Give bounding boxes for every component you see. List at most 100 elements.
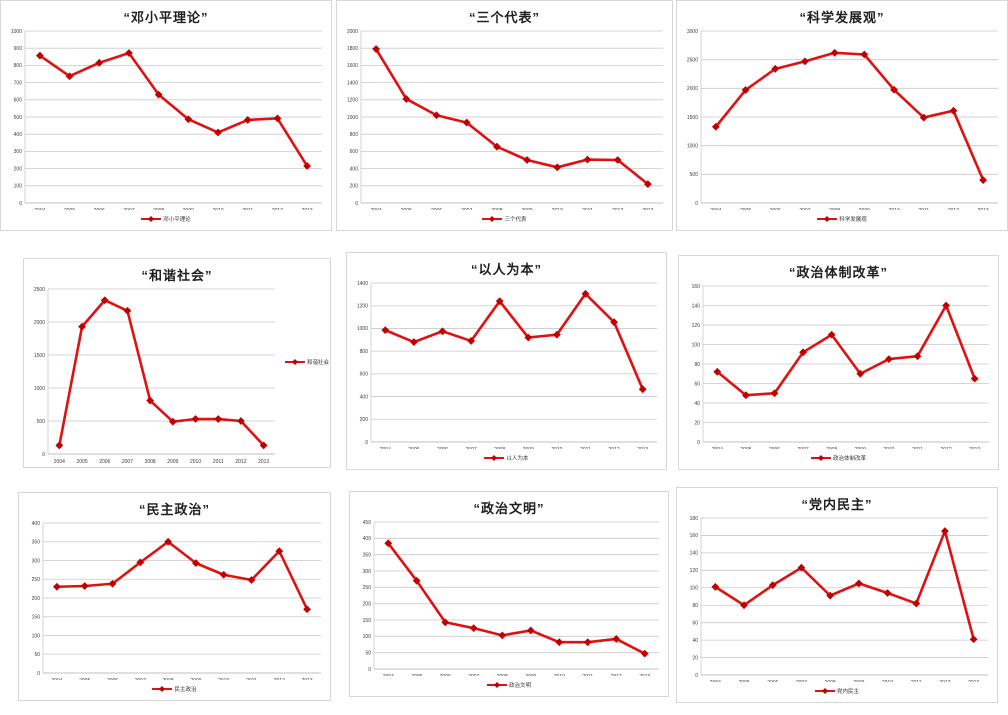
svg-text:40: 40 bbox=[692, 638, 698, 644]
svg-text:900: 900 bbox=[14, 46, 23, 52]
svg-text:0: 0 bbox=[695, 673, 698, 679]
svg-text:500: 500 bbox=[690, 172, 699, 178]
svg-text:2010: 2010 bbox=[882, 680, 893, 682]
line-chart: 0 20 40 60 80 100 120 140 160 2004 2005 2006 2007 200… bbox=[679, 281, 998, 449]
svg-text:2004: 2004 bbox=[371, 208, 382, 210]
svg-text:160: 160 bbox=[690, 533, 699, 539]
svg-text:200: 200 bbox=[363, 601, 372, 607]
chart-panel-democratic-politics: “民主政治” 0 50 100 150 200 250 300 350 400 2004 2005 2… bbox=[18, 492, 331, 701]
legend-label: 以人为本 bbox=[506, 456, 529, 462]
svg-text:400: 400 bbox=[14, 132, 23, 138]
chart-panel-scientific-development: “科学发展观” 0 500 1000 1500 2000 2500 3000 2004 2005… bbox=[676, 0, 1008, 231]
legend-line-marker-icon bbox=[486, 676, 507, 694]
chart-panel-intraparty-democracy: “党内民主” 0 20 40 60 80 100 120 140 160 180 2004 2005 2… bbox=[676, 487, 998, 703]
svg-text:450: 450 bbox=[363, 520, 372, 526]
svg-text:2006: 2006 bbox=[767, 680, 778, 682]
svg-text:2010: 2010 bbox=[883, 447, 894, 449]
svg-text:140: 140 bbox=[692, 303, 701, 309]
legend-label: 政治体制改革 bbox=[832, 456, 866, 462]
svg-text:2000: 2000 bbox=[34, 320, 45, 326]
svg-text:2500: 2500 bbox=[687, 57, 698, 63]
chart-legend: 政治文明 bbox=[350, 676, 668, 696]
line-chart: 0 20 40 60 80 100 120 140 160 180 2004 2005 2006 2007… bbox=[677, 513, 997, 682]
chart-title: “和谐社会” bbox=[141, 268, 213, 283]
svg-text:2008: 2008 bbox=[829, 208, 840, 210]
svg-text:2006: 2006 bbox=[107, 678, 118, 680]
svg-text:2012: 2012 bbox=[609, 447, 620, 449]
legend-line-marker-icon bbox=[810, 449, 831, 467]
svg-text:2013: 2013 bbox=[642, 208, 653, 210]
svg-text:700: 700 bbox=[14, 80, 23, 86]
svg-text:1000: 1000 bbox=[34, 386, 45, 392]
svg-text:180: 180 bbox=[690, 516, 699, 522]
svg-text:2010: 2010 bbox=[218, 678, 229, 680]
legend-label: 民主政治 bbox=[174, 687, 197, 693]
svg-text:800: 800 bbox=[14, 63, 23, 69]
svg-text:120: 120 bbox=[690, 568, 699, 574]
svg-text:1000: 1000 bbox=[687, 143, 698, 149]
svg-text:2006: 2006 bbox=[437, 447, 448, 449]
legend-line-marker-icon bbox=[141, 210, 162, 228]
legend-label: 党内民主 bbox=[836, 689, 859, 695]
svg-text:2009: 2009 bbox=[522, 208, 533, 210]
svg-text:100: 100 bbox=[690, 586, 699, 592]
svg-text:400: 400 bbox=[350, 166, 359, 172]
svg-text:2008: 2008 bbox=[145, 459, 156, 465]
svg-text:2011: 2011 bbox=[213, 459, 224, 465]
svg-text:2010: 2010 bbox=[888, 208, 899, 210]
svg-text:2006: 2006 bbox=[99, 459, 110, 465]
svg-text:0: 0 bbox=[19, 201, 22, 207]
svg-text:40: 40 bbox=[694, 401, 700, 407]
svg-text:200: 200 bbox=[360, 417, 369, 423]
svg-text:2013: 2013 bbox=[639, 674, 650, 676]
svg-text:3000: 3000 bbox=[687, 29, 698, 35]
svg-text:1200: 1200 bbox=[347, 98, 358, 104]
legend-line-marker-icon bbox=[814, 682, 835, 700]
chart-legend: 党内民主 bbox=[677, 682, 997, 702]
svg-text:100: 100 bbox=[363, 634, 372, 640]
svg-text:2010: 2010 bbox=[551, 447, 562, 449]
svg-text:2005: 2005 bbox=[79, 678, 90, 680]
svg-text:2005: 2005 bbox=[740, 208, 751, 210]
line-chart: 0 50 100 150 200 250 300 350 400 450 2004 2005 2006 2… bbox=[350, 517, 668, 676]
svg-text:2008: 2008 bbox=[494, 447, 505, 449]
svg-text:2009: 2009 bbox=[525, 674, 536, 676]
svg-text:300: 300 bbox=[14, 149, 23, 155]
svg-text:2007: 2007 bbox=[798, 447, 809, 449]
svg-text:2500: 2500 bbox=[34, 287, 45, 293]
svg-text:2005: 2005 bbox=[740, 447, 751, 449]
svg-text:2006: 2006 bbox=[769, 447, 780, 449]
chart-title: “民主政治” bbox=[138, 502, 210, 517]
svg-text:2011: 2011 bbox=[580, 447, 591, 449]
svg-text:2004: 2004 bbox=[383, 674, 394, 676]
svg-text:2005: 2005 bbox=[411, 674, 422, 676]
svg-text:2009: 2009 bbox=[190, 678, 201, 680]
svg-text:500: 500 bbox=[37, 419, 46, 425]
svg-text:20: 20 bbox=[692, 655, 698, 661]
svg-text:2013: 2013 bbox=[978, 208, 989, 210]
line-chart: 0 50 100 150 200 250 300 350 400 2004 2005 2006 2007… bbox=[19, 518, 330, 680]
svg-text:2013: 2013 bbox=[969, 447, 980, 449]
svg-text:2007: 2007 bbox=[466, 447, 477, 449]
svg-text:350: 350 bbox=[363, 552, 372, 558]
chart-legend: 科学发展观 bbox=[677, 210, 1007, 230]
svg-text:2009: 2009 bbox=[853, 680, 864, 682]
chart-title: “政治体制改革” bbox=[788, 265, 888, 280]
svg-text:2007: 2007 bbox=[461, 208, 472, 210]
svg-text:2008: 2008 bbox=[153, 208, 164, 210]
svg-text:2011: 2011 bbox=[246, 678, 257, 680]
svg-text:100: 100 bbox=[32, 633, 41, 639]
chart-title: “政治文明” bbox=[473, 501, 545, 516]
svg-text:2006: 2006 bbox=[770, 208, 781, 210]
svg-text:150: 150 bbox=[32, 615, 41, 621]
svg-text:2005: 2005 bbox=[76, 459, 87, 465]
chart-legend: 政治体制改革 bbox=[679, 449, 998, 469]
chart-panel-political-system-reform: “政治体制改革” 0 20 40 60 80 100 120 140 160 2004 2005 20… bbox=[678, 255, 999, 470]
svg-text:2007: 2007 bbox=[796, 680, 807, 682]
svg-text:0: 0 bbox=[37, 671, 40, 677]
svg-text:2006: 2006 bbox=[431, 208, 442, 210]
svg-text:2007: 2007 bbox=[122, 459, 133, 465]
line-chart: 0 200 400 600 800 1000 1200 1400 1600 1800 2000 200… bbox=[337, 26, 672, 210]
svg-text:2005: 2005 bbox=[408, 447, 419, 449]
svg-text:200: 200 bbox=[350, 184, 359, 190]
